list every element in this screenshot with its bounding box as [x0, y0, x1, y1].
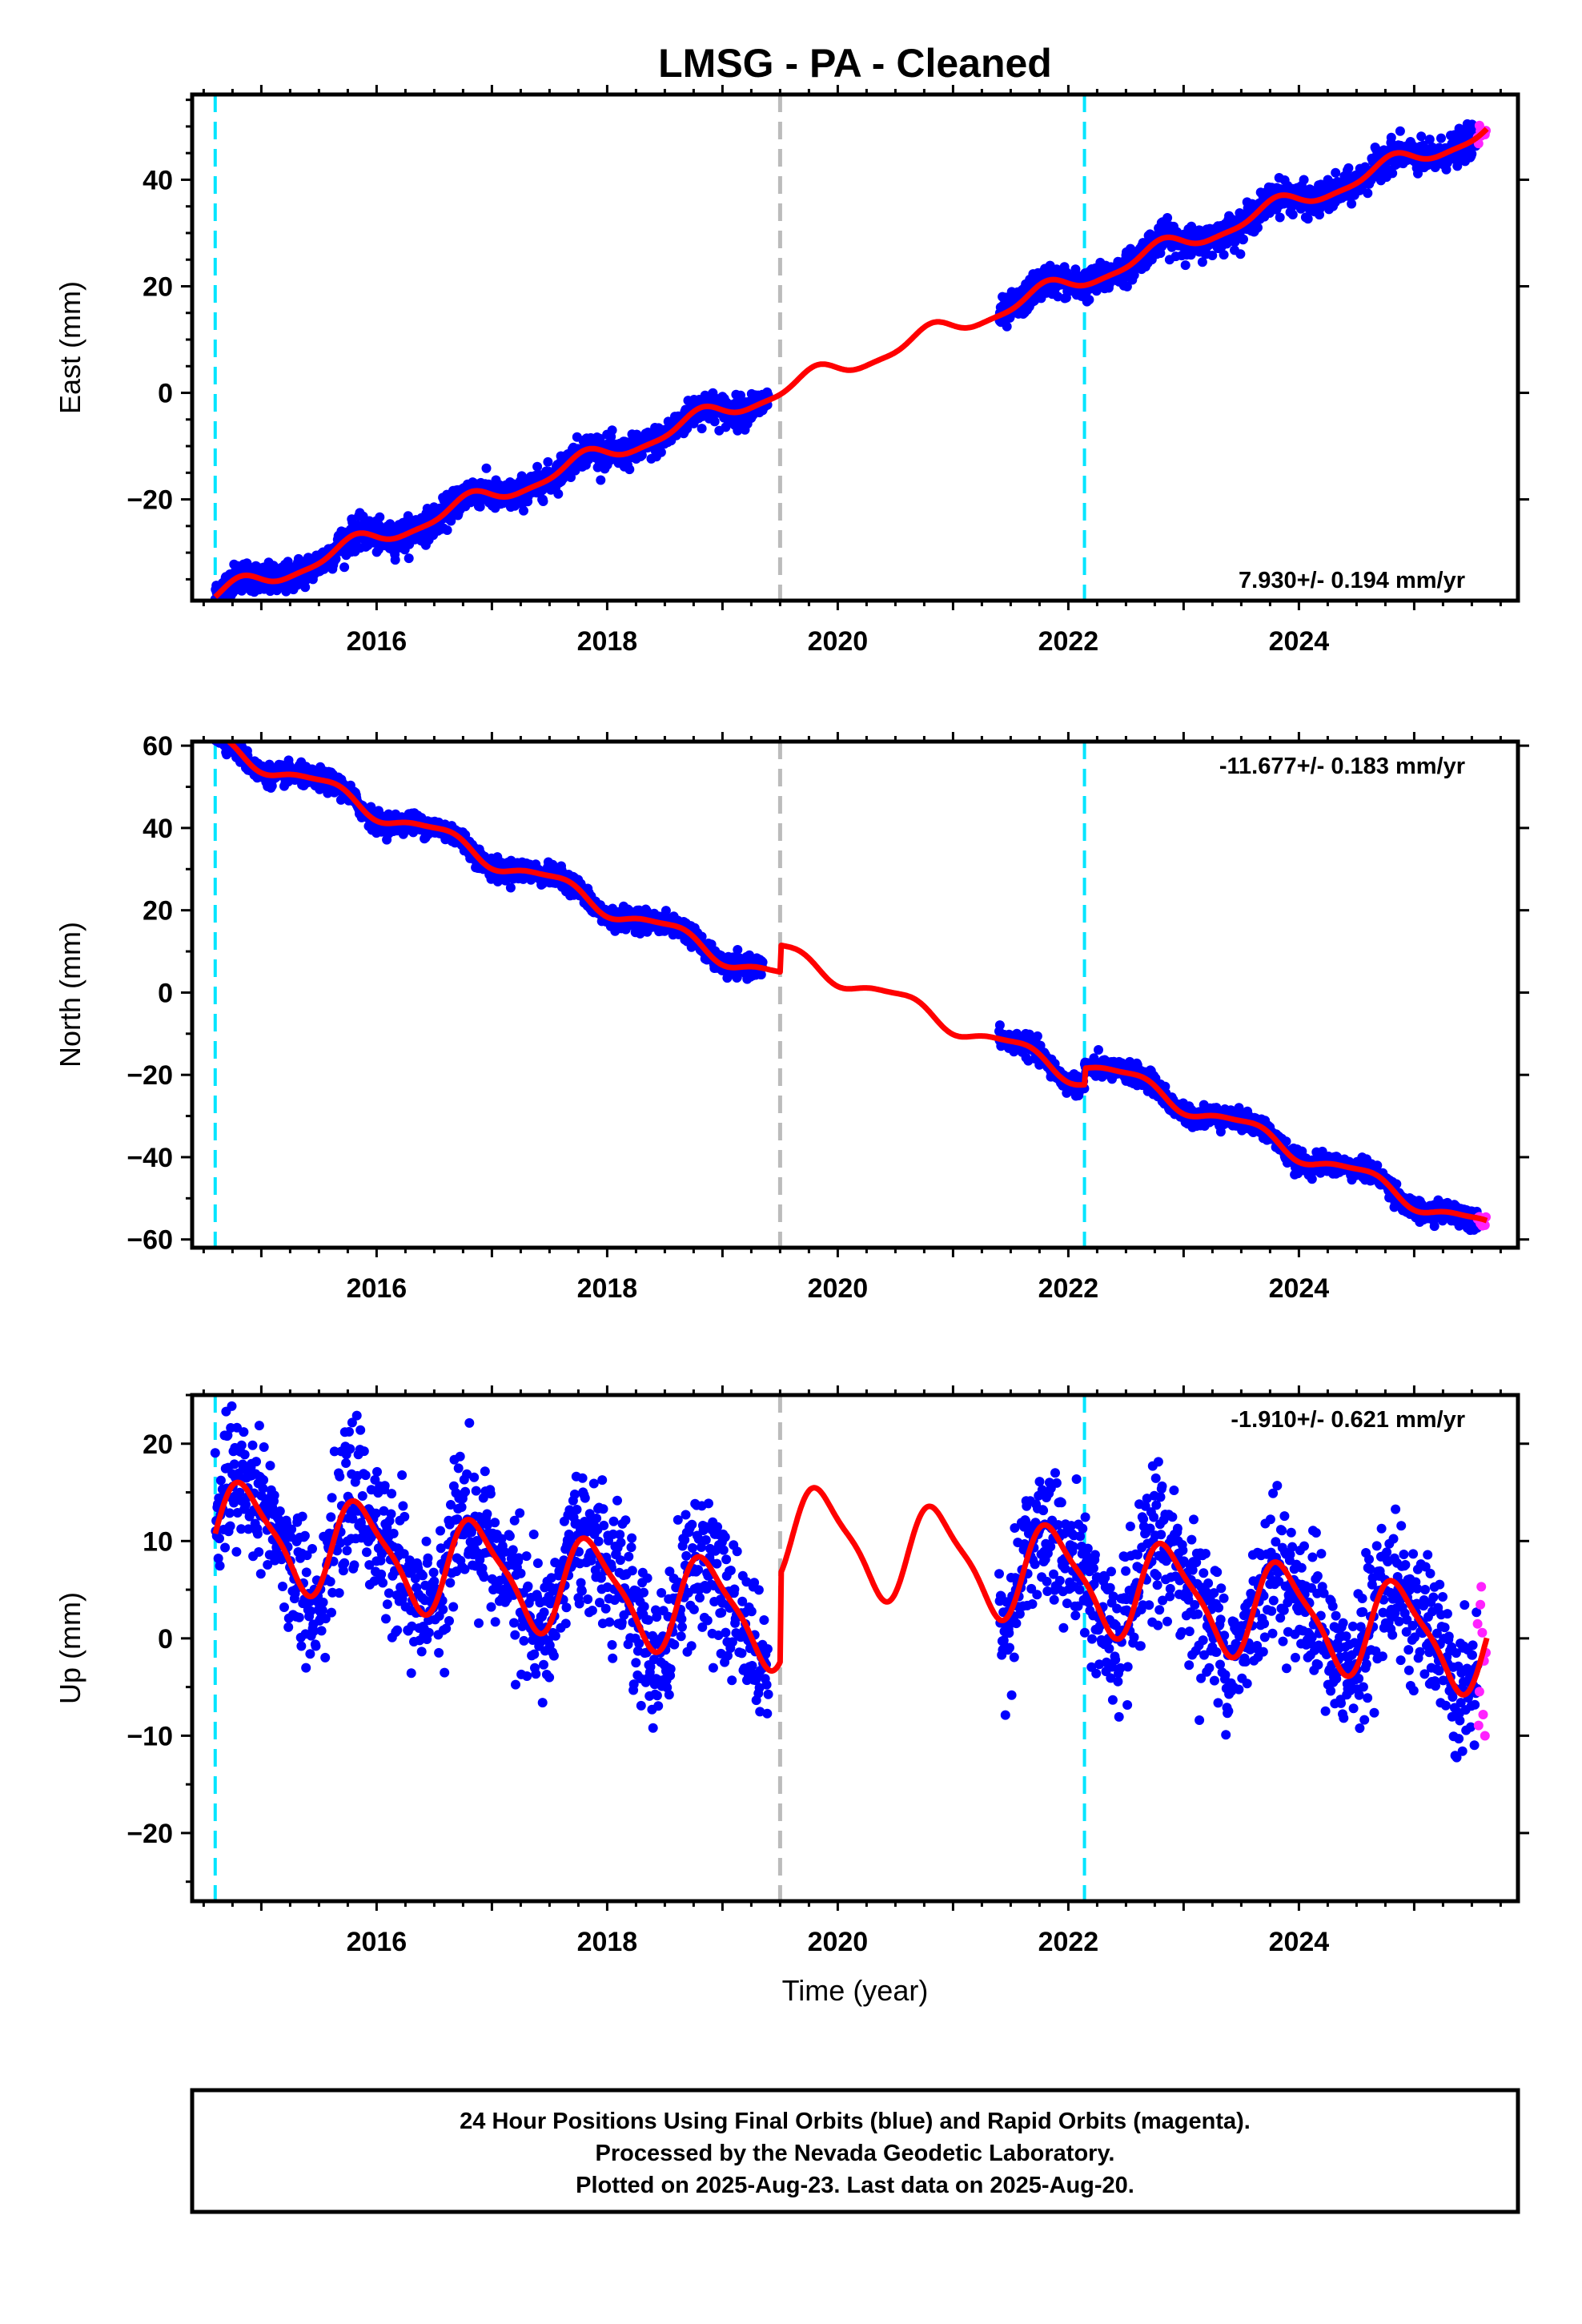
model-fit-line [213, 127, 1489, 599]
final-orbit-point [1129, 270, 1139, 280]
final-orbit-point [1084, 295, 1094, 305]
final-orbit-point [1467, 149, 1477, 159]
x-tick-label: 2024 [1269, 626, 1330, 657]
final-orbit-point [217, 730, 227, 740]
final-orbit-point [1235, 249, 1246, 259]
data-points [210, 119, 1491, 613]
north-panel: 2016 2018 2020 2022 2024−60−40−200204060Nort… [54, 725, 1529, 1304]
final-orbit-point [1219, 250, 1229, 260]
final-orbit-point [475, 501, 485, 512]
final-orbit-point [1343, 163, 1354, 173]
final-orbit-point [390, 555, 400, 565]
final-orbit-point [1197, 257, 1207, 267]
final-orbit-point [215, 726, 225, 736]
velocity-rate-label: 7.930+/- 0.194 mm/yr [1239, 568, 1465, 593]
final-orbit-point [213, 730, 223, 739]
final-orbit-point [994, 1020, 1005, 1031]
final-orbit-point [1331, 167, 1341, 178]
final-orbit-point [682, 424, 693, 434]
final-orbit-point [538, 497, 548, 506]
final-orbit-point [656, 447, 666, 457]
final-orbit-point [1002, 321, 1012, 332]
y-tick-label: −20 [126, 485, 173, 516]
final-orbit-point [219, 730, 229, 739]
final-orbit-point [1424, 135, 1435, 145]
final-orbit-point [532, 461, 543, 472]
final-orbit-point [214, 731, 223, 741]
final-orbit-point [1287, 210, 1298, 219]
final-orbit-point [1275, 212, 1285, 223]
final-orbit-point [1363, 188, 1373, 199]
final-orbit-point [1253, 223, 1263, 233]
final-orbit-point [596, 475, 606, 485]
y-tick-label: 0 [158, 379, 173, 409]
final-orbit-point [331, 554, 341, 564]
final-orbit-point [481, 463, 492, 473]
final-orbit-point [1207, 251, 1218, 260]
final-orbit-point [1386, 132, 1396, 143]
final-orbit-point [1452, 161, 1463, 171]
x-tick-label: 2016 [347, 626, 408, 657]
final-orbit-point [267, 781, 277, 791]
final-orbit-point [543, 456, 553, 467]
final-orbit-point [697, 424, 707, 434]
final-orbit-point [1416, 131, 1427, 142]
final-orbit-point [1347, 199, 1357, 209]
final-orbit-point [607, 425, 617, 436]
final-orbit-point [213, 731, 223, 741]
final-orbit-point [404, 553, 414, 564]
final-orbit-point [733, 945, 743, 955]
final-orbit-point [214, 604, 223, 613]
final-orbit-point [339, 562, 350, 573]
final-orbit-point [375, 512, 385, 522]
x-tick-label: 2020 [808, 626, 869, 657]
final-orbit-point [709, 416, 720, 427]
x-tick-label: 2022 [1038, 626, 1099, 657]
final-orbit-point [1162, 213, 1173, 223]
final-orbit-point [1239, 234, 1248, 244]
final-orbit-point [300, 582, 311, 593]
final-orbit-point [211, 731, 220, 741]
final-orbit-point [624, 464, 635, 475]
final-orbit-point [1395, 126, 1405, 136]
figure-title: LMSG - PA - Cleaned [658, 41, 1052, 86]
y-tick-label: 20 [143, 271, 173, 302]
final-orbit-point [1303, 214, 1313, 224]
final-orbit-point [1180, 260, 1191, 271]
panel-frame [190, 92, 1520, 603]
final-orbit-point [1094, 1045, 1103, 1055]
y-tick-label: 40 [143, 165, 173, 195]
final-orbit-point [442, 525, 452, 535]
final-orbit-point [1032, 1031, 1042, 1041]
final-orbit-point [553, 489, 564, 499]
final-orbit-point [223, 729, 232, 738]
final-orbit-point [216, 730, 226, 739]
final-orbit-point [219, 729, 228, 738]
final-orbit-point [446, 516, 456, 526]
x-tick-label: 2018 [577, 626, 638, 657]
final-orbit-point [736, 390, 745, 400]
final-orbit-point [1413, 168, 1423, 179]
final-orbit-point [519, 505, 528, 516]
east-panel: 2016 2018 2020 2022 2024 −20 0 20 40 East (mm) 7.9… [54, 85, 1529, 657]
data-points [211, 725, 1491, 1236]
final-orbit-point [1436, 133, 1446, 143]
final-orbit-point [1387, 168, 1398, 179]
final-orbit-point [216, 725, 226, 734]
final-orbit-point [1122, 281, 1132, 292]
final-orbit-point [505, 883, 516, 893]
final-orbit-point [217, 731, 227, 741]
final-orbit-point [212, 730, 222, 739]
y-axis-label: East (mm) [54, 281, 86, 414]
final-orbit-point [1299, 175, 1309, 185]
